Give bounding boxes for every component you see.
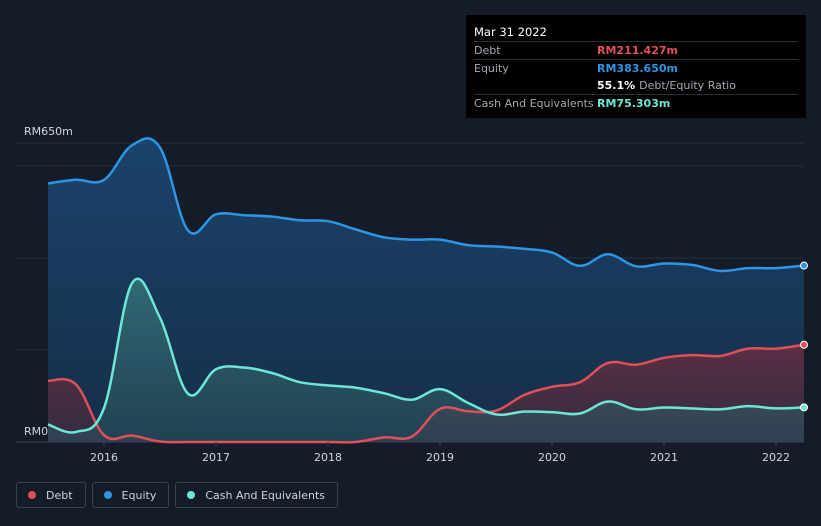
legend-debt-dot — [28, 491, 36, 499]
series-areas — [48, 138, 804, 443]
legend-item-equity[interactable]: Equity — [91, 482, 170, 508]
tooltip-row-equity: Equity RM383.650m — [474, 59, 798, 77]
legend-equity-label: Equity — [121, 488, 157, 502]
x-tick-label: 2019 — [426, 451, 454, 464]
tooltip-date: Mar 31 2022 — [474, 25, 547, 39]
tooltip-row-ratio: 55.1% Debt/Equity Ratio — [474, 77, 798, 94]
x-tick-label: 2022 — [762, 451, 790, 464]
series-lines — [47, 137, 805, 444]
x-tick-label: 2017 — [202, 451, 230, 464]
y-axis-bottom-label: RM0 — [24, 425, 48, 438]
legend-debt-label: Debt — [46, 488, 73, 502]
x-axis: 2016 2017 2018 2019 2020 2021 2022 — [90, 442, 790, 464]
series-end-markers — [800, 261, 808, 412]
x-tick-label: 2018 — [314, 451, 342, 464]
tooltip-debt-value: RM211.427m — [597, 44, 678, 57]
equity-end-marker — [800, 261, 808, 270]
equity-line — [47, 137, 805, 273]
debt-line — [47, 343, 805, 444]
tooltip-ratio-label: Debt/Equity Ratio — [639, 79, 736, 92]
x-tick-label: 2020 — [538, 451, 566, 464]
legend-cash-dot — [187, 491, 196, 499]
cash-area — [48, 278, 804, 442]
tooltip-row-debt: Debt RM211.427m — [474, 41, 798, 59]
legend-item-cash[interactable]: Cash And Equivalents — [175, 482, 338, 508]
tooltip-debt-label: Debt — [474, 44, 501, 57]
cash-line — [47, 277, 805, 434]
tooltip-row-cash: Cash And Equivalents RM75.303m — [474, 94, 798, 112]
debt-end-marker — [800, 340, 808, 349]
tooltip-cash-label: Cash And Equivalents — [474, 97, 594, 110]
tooltip-ratio-value: 55.1% — [597, 79, 636, 92]
tooltip-panel: Mar 31 2022 Debt RM211.427m Equity RM383… — [466, 15, 806, 118]
legend-equity-dot — [103, 491, 112, 499]
y-axis-top-label: RM650m — [24, 125, 73, 138]
tooltip-equity-label: Equity — [474, 62, 509, 75]
x-tick-label: 2016 — [90, 451, 118, 464]
x-tick-label: 2021 — [650, 451, 678, 464]
legend-item-debt[interactable]: Debt — [16, 482, 86, 508]
chart-legend: Debt Equity Cash And Equivalents — [16, 482, 338, 508]
legend-cash-label: Cash And Equivalents — [205, 488, 325, 502]
cash-end-marker — [800, 403, 808, 412]
tooltip-cash-value: RM75.303m — [597, 97, 671, 110]
tooltip-equity-value: RM383.650m — [597, 62, 678, 75]
